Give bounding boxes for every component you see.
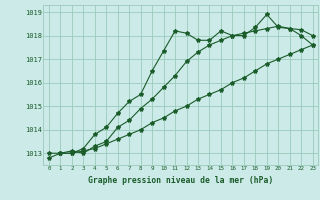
X-axis label: Graphe pression niveau de la mer (hPa): Graphe pression niveau de la mer (hPa): [88, 176, 273, 185]
